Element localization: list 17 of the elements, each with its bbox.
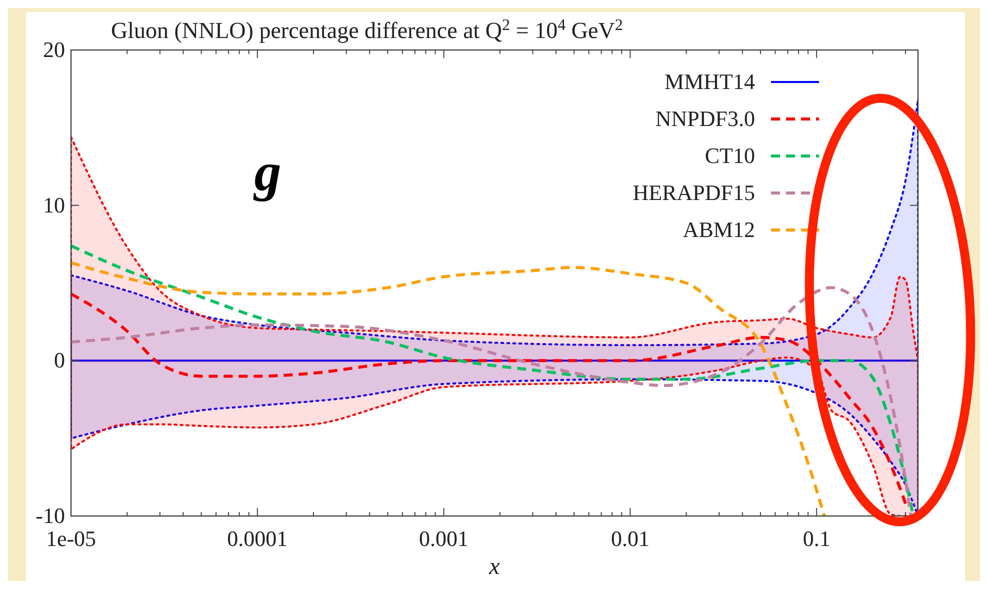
legend-label: MMHT14: [664, 69, 755, 94]
legend-label: NNPDF3.0: [655, 106, 755, 131]
x-tick-label: 0.0001: [227, 526, 288, 551]
y-tick-label: 0: [54, 348, 65, 373]
annotation: g: [253, 142, 282, 202]
x-tick-label: 0.001: [419, 526, 469, 551]
y-tick-label: -10: [36, 503, 65, 528]
x-tick-label: 1e-05: [46, 526, 96, 551]
legend-label: HERAPDF15: [632, 180, 755, 205]
y-tick-label: 20: [43, 37, 65, 62]
chart-title: Gluon (NNLO) percentage difference at Q$^{2}$ = 10$^{4}$ GeV$^{2}$: [111, 16, 623, 43]
x-axis-title: x: [488, 554, 500, 580]
x-tick-label: 0.1: [802, 526, 830, 551]
x-tick-label: 0.01: [610, 526, 650, 551]
legend-label: CT10: [704, 143, 755, 168]
y-tick-label: 10: [43, 192, 65, 218]
legend-label: ABM12: [682, 217, 755, 242]
